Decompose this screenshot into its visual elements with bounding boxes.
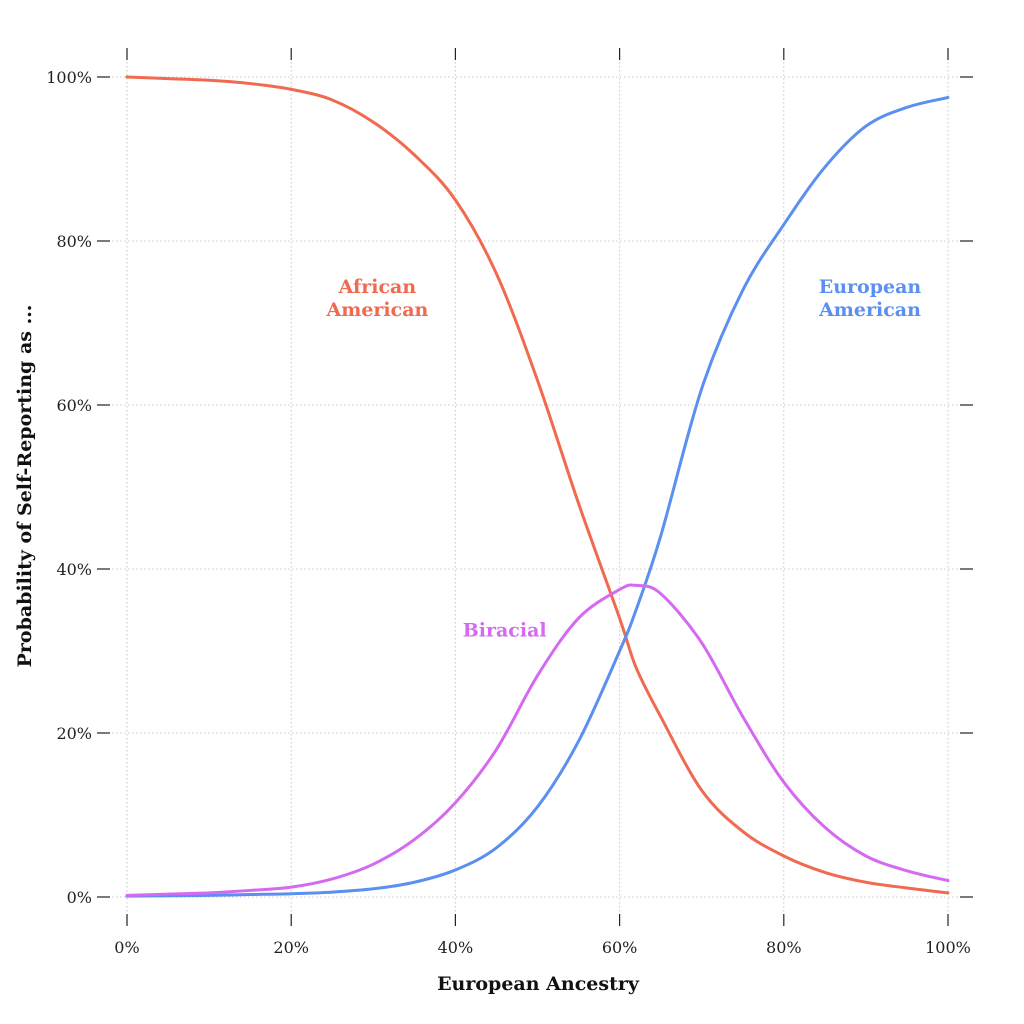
series-label-biracial: Biracial <box>463 620 547 642</box>
y-axis-title: Probability of Self-Reporting as ... <box>14 305 36 668</box>
x-tick-label: 100% <box>925 938 971 957</box>
series-label-european-american: American <box>818 299 921 321</box>
x-tick-label: 80% <box>766 938 802 957</box>
x-axis-title: European Ancestry <box>437 973 640 995</box>
y-tick-label: 40% <box>56 560 92 579</box>
series-line-european-american <box>125 96 950 898</box>
tick-labels: 0% 20% 40% 60% 80% 100% 0% 20% 40% 60% 80% 100% <box>46 68 971 957</box>
series-label-african-american: African <box>338 276 417 298</box>
series-lines <box>125 75 950 898</box>
x-tick-label: 60% <box>602 938 638 957</box>
series-label-european-american: European <box>819 276 922 298</box>
y-tick-label: 20% <box>56 724 92 743</box>
y-tick-label: 100% <box>46 68 92 87</box>
grid <box>112 62 963 912</box>
tick-marks <box>97 48 973 926</box>
series-line-biracial <box>125 583 950 897</box>
y-tick-label: 60% <box>56 396 92 415</box>
series-line-african-american <box>125 75 950 895</box>
y-tick-label: 0% <box>67 888 92 907</box>
x-tick-label: 20% <box>273 938 309 957</box>
series-label-african-american: American <box>325 299 428 321</box>
x-tick-label: 40% <box>438 938 474 957</box>
x-tick-label: 0% <box>114 938 139 957</box>
y-tick-label: 80% <box>56 232 92 251</box>
